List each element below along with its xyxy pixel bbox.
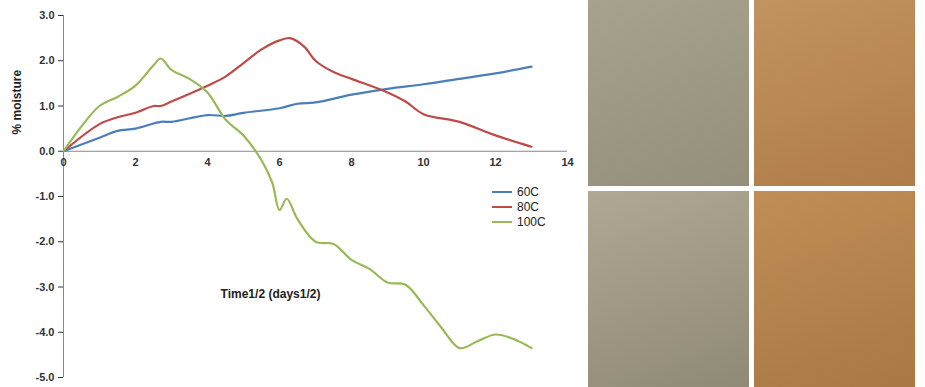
svg-text:3.0: 3.0	[39, 9, 54, 21]
svg-text:4: 4	[204, 156, 211, 168]
svg-text:1.0: 1.0	[39, 100, 54, 112]
svg-text:-1.0: -1.0	[36, 190, 55, 202]
svg-text:-2.0: -2.0	[36, 235, 55, 247]
svg-text:14: 14	[561, 156, 574, 168]
svg-text:6: 6	[276, 156, 282, 168]
svg-text:-5.0: -5.0	[36, 371, 55, 383]
svg-text:% moisture: % moisture	[10, 69, 24, 134]
svg-text:-3.0: -3.0	[36, 281, 55, 293]
svg-text:2.0: 2.0	[39, 54, 54, 66]
html-text:80C: 80C	[517, 199, 539, 214]
svg-text:0: 0	[60, 156, 66, 168]
svg-text:10: 10	[417, 156, 429, 168]
svg-text:Time1/2 (days1/2): Time1/2 (days1/2)	[221, 287, 321, 301]
svg-text:8: 8	[348, 156, 354, 168]
html-text:60C: 60C	[517, 184, 539, 199]
svg-text:2: 2	[132, 156, 138, 168]
svg-text:-4.0: -4.0	[36, 326, 55, 338]
svg-text:12: 12	[489, 156, 501, 168]
html-text:100C: 100C	[517, 214, 546, 229]
svg-text:0.0: 0.0	[39, 145, 54, 157]
